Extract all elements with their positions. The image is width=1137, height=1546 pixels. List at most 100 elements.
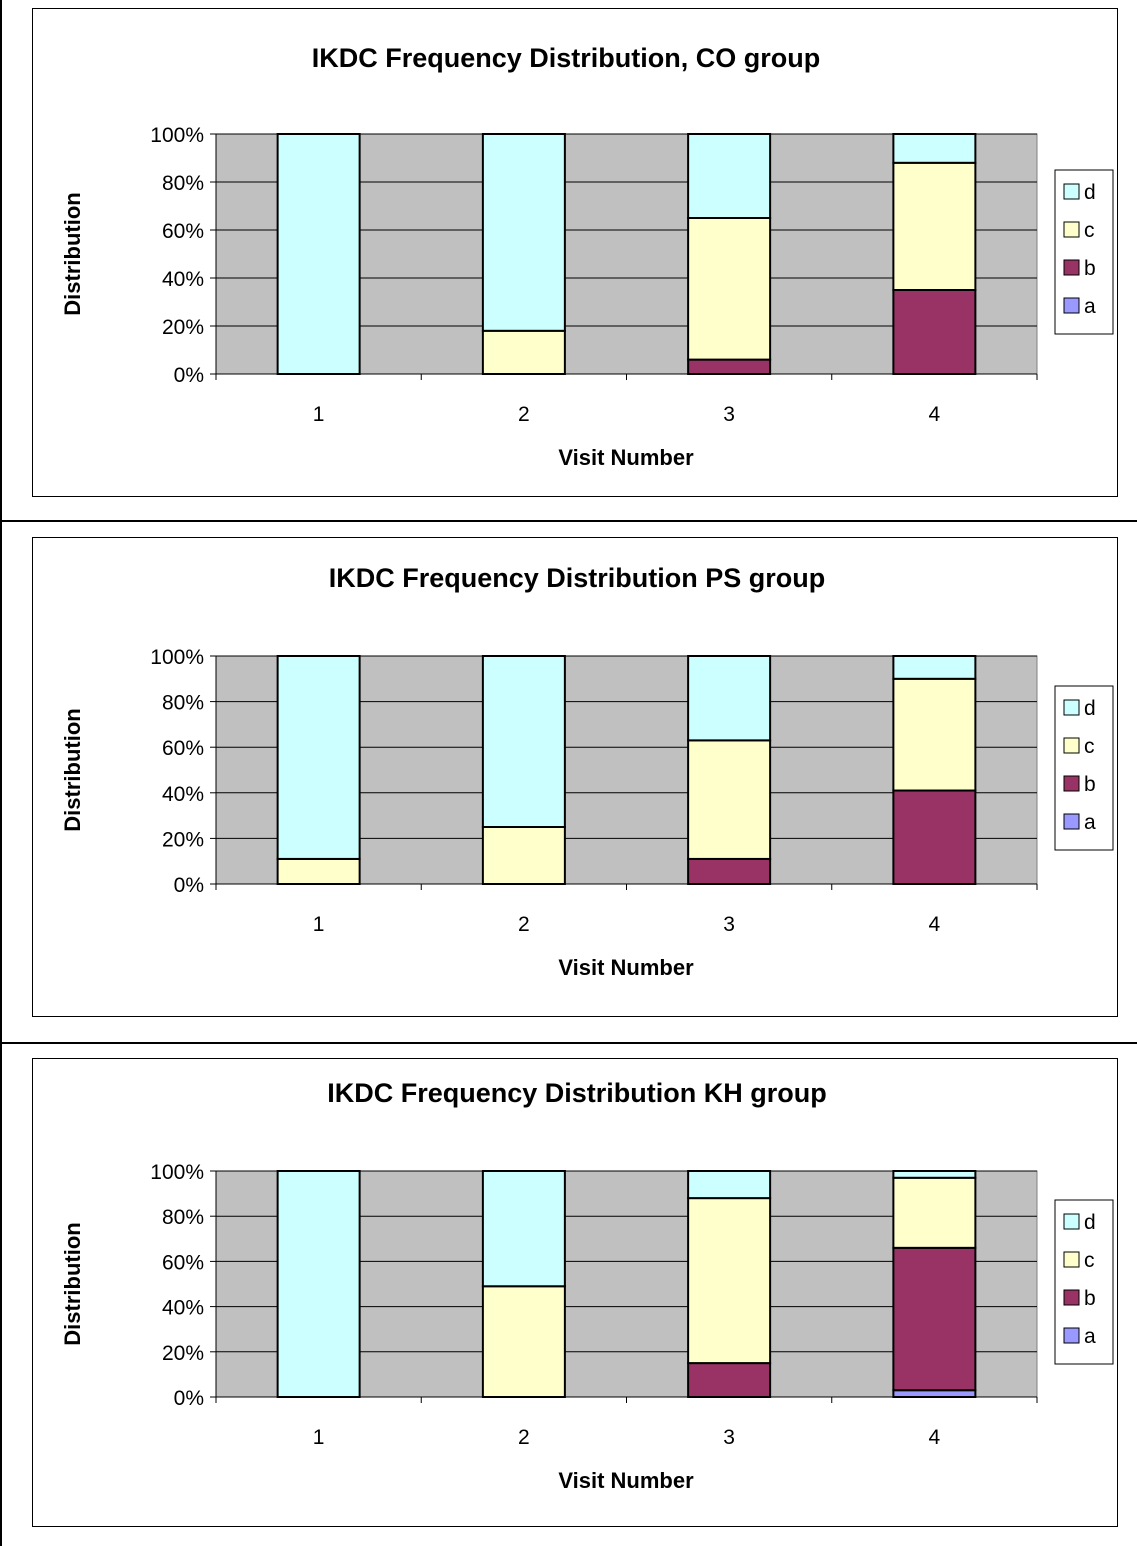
x-tick-label: 4 <box>929 1426 941 1449</box>
legend-swatch-c <box>1063 221 1080 238</box>
legend-label-d: d <box>1084 697 1096 720</box>
bar-segment-d <box>481 133 566 332</box>
y-tick-label: 60% <box>162 1251 204 1274</box>
legend-swatch-d <box>1063 183 1080 200</box>
y-tick-label: 80% <box>162 172 204 195</box>
bar-segment-c <box>892 161 977 291</box>
bar-segment-b <box>892 789 977 886</box>
legend-label-a: a <box>1084 811 1096 834</box>
chart-co: IKDC Frequency Distribution, CO group 0%… <box>60 43 1114 470</box>
y-tick-label: 80% <box>162 1206 204 1229</box>
legend-swatch-c <box>1063 1251 1080 1268</box>
x-tick-label: 1 <box>313 913 325 936</box>
chart-title: IKDC Frequency Distribution PS group <box>329 563 826 593</box>
y-tick-label: 60% <box>162 220 204 243</box>
bar-segment-a <box>892 1389 977 1399</box>
x-tick-label: 3 <box>723 403 735 426</box>
y-tick-label: 40% <box>162 783 204 806</box>
y-tick-label: 0% <box>174 874 204 897</box>
bar-segment-d <box>276 655 361 860</box>
y-tick-label: 100% <box>150 646 204 669</box>
x-axis-title: Visit Number <box>558 445 694 470</box>
legend-swatch-b <box>1063 775 1080 792</box>
x-tick-label: 1 <box>313 403 325 426</box>
bar-segment-d <box>892 655 977 680</box>
bar-segment-b <box>687 857 772 886</box>
legend-swatch-a <box>1063 1327 1080 1344</box>
chart-panel-co: IKDC Frequency Distribution, CO group 0%… <box>32 8 1118 497</box>
legend-label-b: b <box>1084 1287 1096 1310</box>
legend-swatch-d <box>1063 699 1080 716</box>
legend-label-d: d <box>1084 1211 1096 1234</box>
legend-label-a: a <box>1084 295 1096 318</box>
x-tick-label: 4 <box>929 403 941 426</box>
legend-swatch-b <box>1063 1289 1080 1306</box>
legend-label-b: b <box>1084 257 1096 280</box>
y-tick-label: 20% <box>162 316 204 339</box>
bar-segment-b <box>892 289 977 375</box>
divider-rule <box>0 1042 1137 1044</box>
bar-segment-c <box>481 329 566 375</box>
y-tick-label: 20% <box>162 1342 204 1365</box>
y-axis-title: Distribution <box>60 708 85 831</box>
chart-title: IKDC Frequency Distribution, CO group <box>312 43 821 73</box>
chart-panel-ps: IKDC Frequency Distribution PS group 0% 2… <box>32 537 1118 1017</box>
x-tick-label: 2 <box>518 1426 530 1449</box>
y-axis-title: Distribution <box>60 192 85 315</box>
bar-segment-b <box>687 358 772 376</box>
chart-panel-kh: IKDC Frequency Distribution KH group 0% 2… <box>32 1058 1118 1527</box>
bar-segment-d <box>481 655 566 828</box>
bar-segment-c <box>687 739 772 860</box>
legend-label-c: c <box>1084 1249 1095 1272</box>
bar-segment-c <box>481 1285 566 1398</box>
bar-segment-c <box>687 217 772 361</box>
x-axis-title: Visit Number <box>558 1468 694 1493</box>
bar-segment-d <box>687 133 772 219</box>
legend-label-a: a <box>1084 1325 1096 1348</box>
legend-swatch-c <box>1063 737 1080 754</box>
legend-label-c: c <box>1084 219 1095 242</box>
x-tick-label: 4 <box>929 913 941 936</box>
bar-segment-d <box>892 1170 977 1179</box>
chart-kh: IKDC Frequency Distribution KH group 0% 2… <box>60 1078 1114 1493</box>
chart-title: IKDC Frequency Distribution KH group <box>327 1078 827 1108</box>
y-tick-label: 60% <box>162 737 204 760</box>
legend-swatch-a <box>1063 813 1080 830</box>
bar-segment-b <box>687 1362 772 1399</box>
bar-segment-d <box>892 133 977 164</box>
bar-segment-d <box>687 655 772 742</box>
bar-segment-b <box>892 1246 977 1392</box>
bar-segment-c <box>481 826 566 885</box>
y-tick-label: 0% <box>174 364 204 387</box>
y-tick-label: 40% <box>162 1297 204 1320</box>
y-tick-label: 100% <box>150 124 204 147</box>
divider-rule <box>0 520 1137 522</box>
legend-swatch-d <box>1063 1213 1080 1230</box>
x-tick-label: 1 <box>313 1426 325 1449</box>
bar-segment-d <box>687 1170 772 1200</box>
y-axis-title: Distribution <box>60 1222 85 1345</box>
x-tick-label: 2 <box>518 913 530 936</box>
x-axis-title: Visit Number <box>558 955 694 980</box>
y-tick-label: 80% <box>162 692 204 715</box>
bar-segment-c <box>276 857 361 886</box>
bar-segment-d <box>276 1170 361 1398</box>
bar-segment-d <box>481 1170 566 1288</box>
y-tick-label: 20% <box>162 828 204 851</box>
bar-segment-c <box>892 677 977 792</box>
legend-label-c: c <box>1084 735 1095 758</box>
x-tick-label: 3 <box>723 913 735 936</box>
legend-label-b: b <box>1084 773 1096 796</box>
legend-label-d: d <box>1084 181 1096 204</box>
chart-ps: IKDC Frequency Distribution PS group 0% 2… <box>60 563 1114 980</box>
page-left-rule <box>0 0 2 1546</box>
y-tick-label: 40% <box>162 268 204 291</box>
bar-segment-c <box>687 1197 772 1365</box>
legend-swatch-a <box>1063 297 1080 314</box>
bar-segment-d <box>276 133 361 375</box>
x-tick-label: 2 <box>518 403 530 426</box>
x-tick-label: 3 <box>723 1426 735 1449</box>
legend-swatch-b <box>1063 259 1080 276</box>
y-tick-label: 100% <box>150 1161 204 1184</box>
bar-segment-c <box>892 1176 977 1249</box>
